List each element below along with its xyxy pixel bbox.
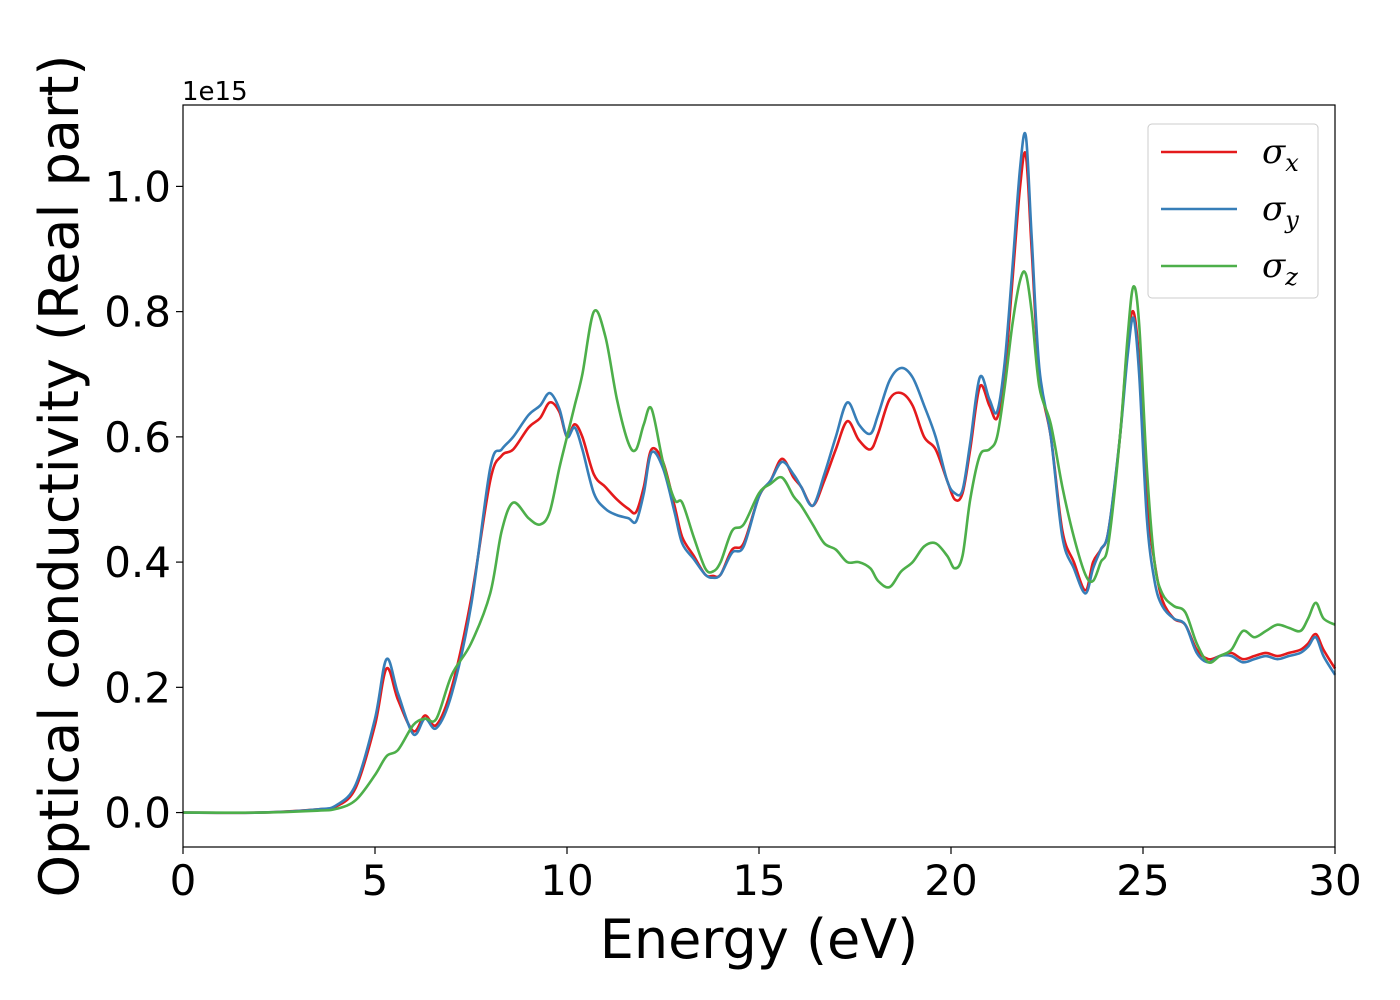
series-line-y [182, 131, 1337, 815]
y-axis-title: Optical conductivity (Real part) [28, 55, 91, 898]
legend-entries: σx σy σz [1161, 132, 1299, 291]
x-tick-label: 15 [732, 856, 785, 905]
series-lines [182, 131, 1337, 815]
x-tick-label: 0 [170, 856, 197, 905]
y-tick-label: 0.4 [104, 538, 171, 587]
y-offset-label: 1e15 [182, 77, 248, 107]
legend-label-y: σy [1262, 189, 1299, 234]
x-tick-label: 20 [924, 856, 977, 905]
x-tick-label: 10 [540, 856, 593, 905]
x-tick-label: 5 [362, 856, 389, 905]
legend-label-x: σx [1262, 132, 1299, 177]
y-tick-label: 0.6 [104, 413, 171, 462]
y-tick-label: 0.0 [104, 789, 171, 838]
y-tick-label: 0.2 [104, 663, 171, 712]
y-tick-label: 0.8 [104, 288, 171, 337]
series-line-z [182, 270, 1336, 814]
legend-box [1147, 123, 1319, 299]
plot-frame [182, 104, 1336, 848]
y-tick-label: 1.0 [104, 162, 171, 211]
x-tick-label: 25 [1116, 856, 1169, 905]
legend-label-z: σz [1262, 246, 1298, 291]
legend: σx σy σz [1147, 123, 1319, 299]
axis-ticks: 0 5 10 15 20 25 30 0.0 0.2 0.4 0.6 0.8 1.0 [104, 162, 1362, 905]
x-axis-title: Energy (eV) [600, 908, 919, 971]
x-tick-label: 30 [1308, 856, 1361, 905]
